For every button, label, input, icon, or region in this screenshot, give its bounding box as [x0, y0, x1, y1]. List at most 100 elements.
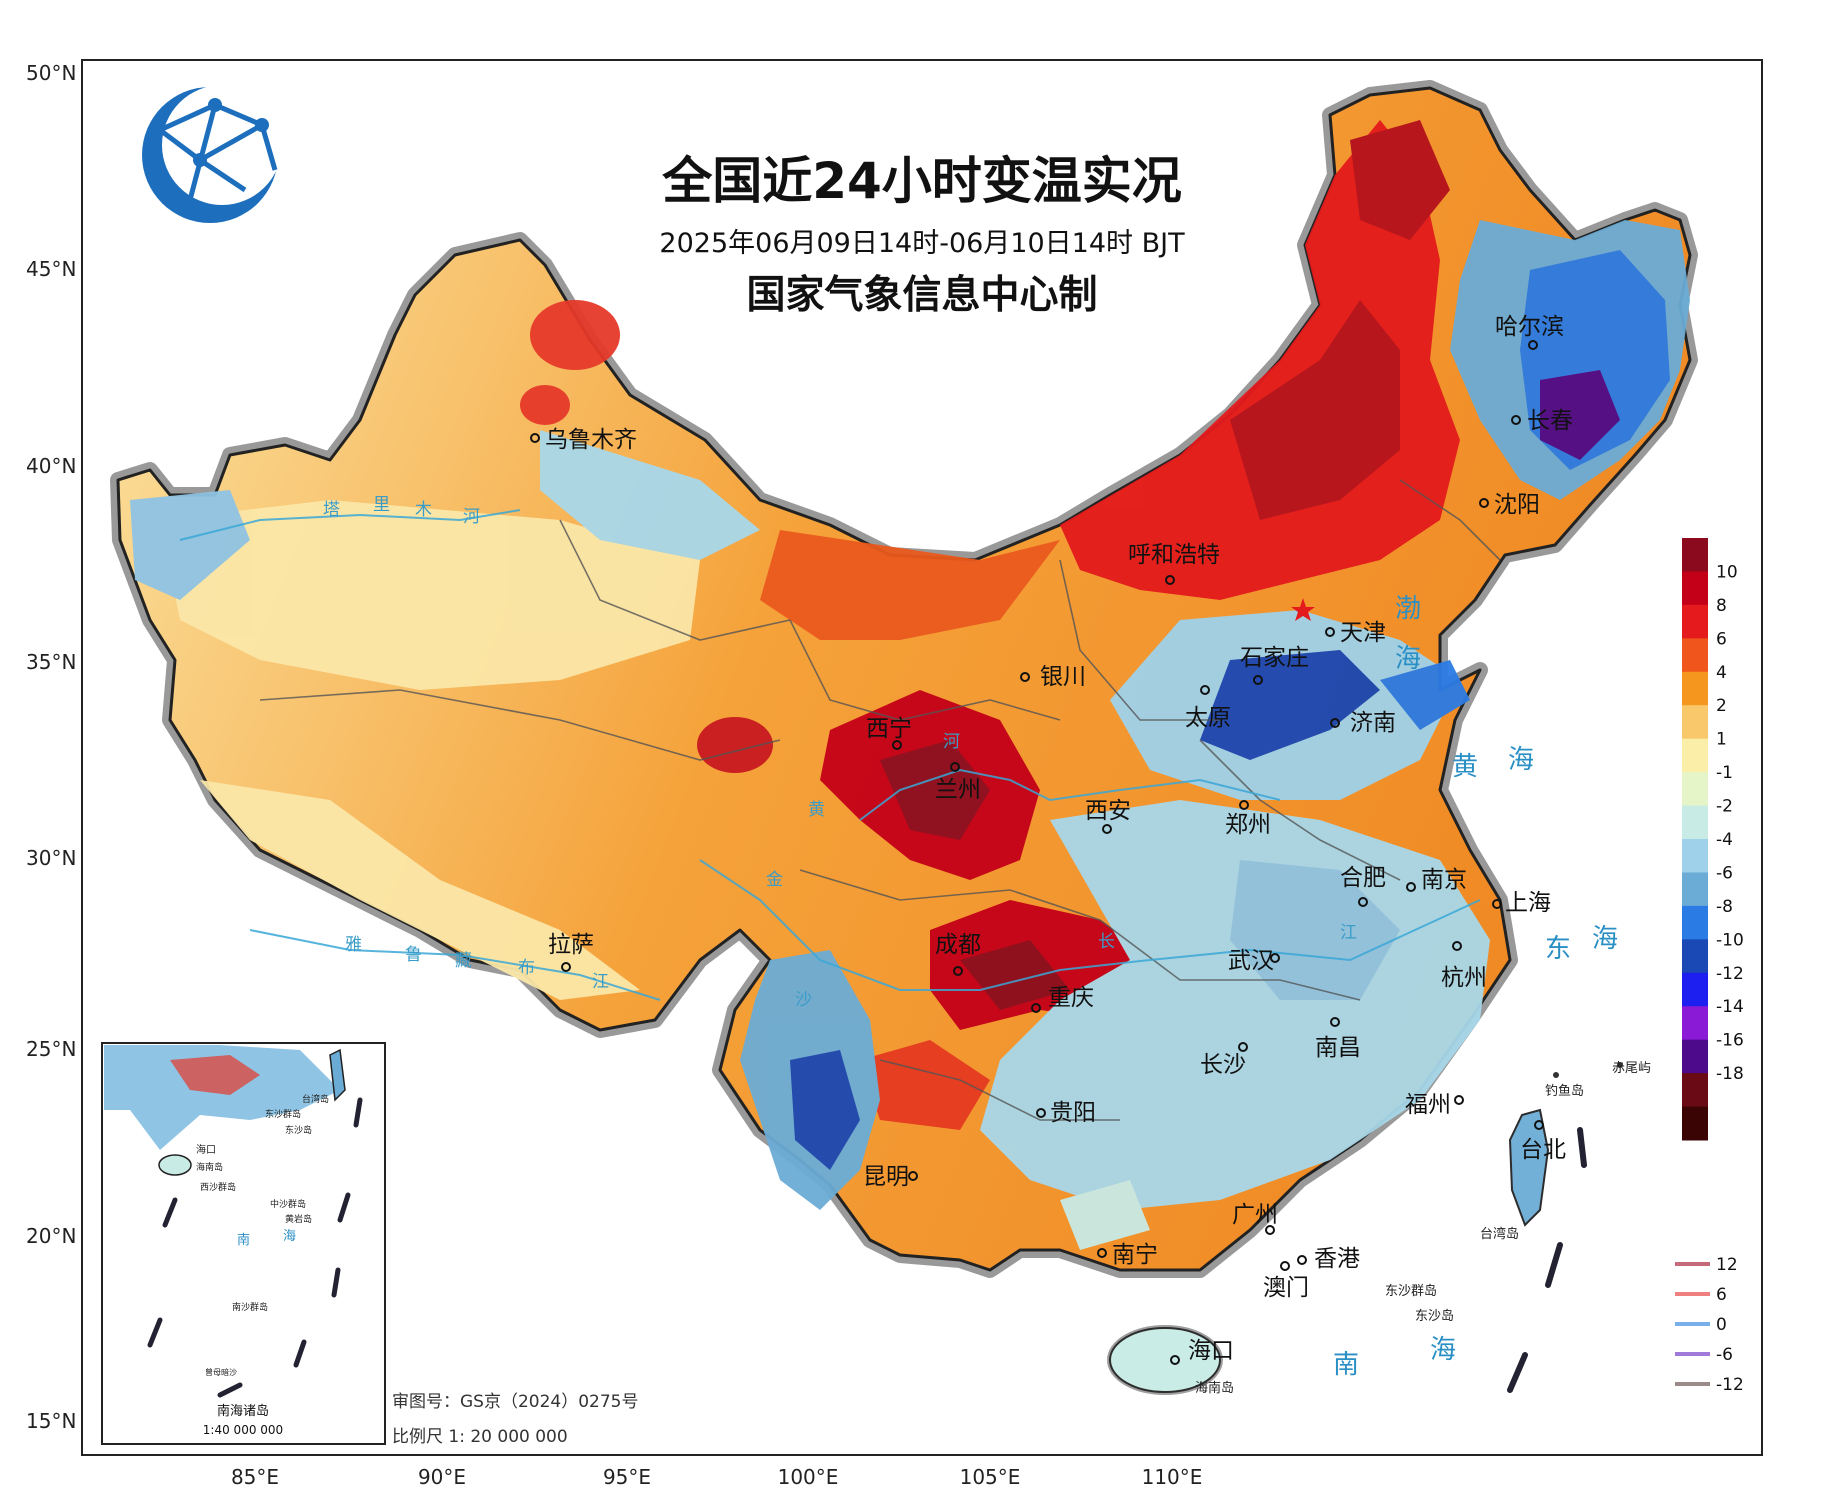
city-guiyang: 贵阳: [1036, 1100, 1096, 1126]
temperature-fill-regions: [130, 120, 1690, 1395]
svg-text:银川: 银川: [1040, 664, 1086, 690]
isoline-label: 0: [1716, 1315, 1727, 1335]
svg-text:黄: 黄: [808, 800, 825, 820]
city-zhengzhou: 郑州: [1225, 800, 1271, 838]
svg-text:重庆: 重庆: [1048, 985, 1094, 1011]
legend-label: -16: [1716, 1031, 1744, 1051]
lat-tick: 30°N: [26, 846, 76, 870]
city-hefei: 合肥: [1340, 865, 1386, 907]
svg-text:黄: 黄: [1452, 752, 1484, 782]
lat-tick: 40°N: [26, 454, 76, 478]
legend-label: 1: [1716, 730, 1727, 750]
inset-label: 海南岛: [196, 1161, 223, 1173]
city-tianjin: 天津: [1325, 620, 1386, 646]
city-haikou: 海口: [1170, 1338, 1234, 1365]
latitude-axis: 50°N 45°N 40°N 35°N 30°N 25°N 20°N 15°N: [26, 61, 76, 1433]
inset-title: 南海诸岛: [217, 1403, 269, 1419]
svg-text:东: 东: [1545, 934, 1577, 964]
lat-tick: 20°N: [26, 1224, 76, 1248]
svg-text:布: 布: [518, 958, 535, 978]
legend-swatch: [1682, 939, 1708, 974]
svg-text:海: 海: [1395, 644, 1427, 674]
legend-label: -2: [1716, 797, 1733, 817]
legend-swatch: [1682, 705, 1708, 740]
legend-label: 8: [1716, 596, 1727, 616]
svg-text:海: 海: [1592, 924, 1624, 954]
svg-text:海: 海: [1508, 745, 1540, 775]
rivers: [179, 509, 1481, 1001]
city-fuzhou: 福州: [1405, 1092, 1464, 1118]
svg-text:福州: 福州: [1405, 1092, 1451, 1118]
svg-text:南: 南: [1333, 1350, 1365, 1380]
city-changsha: 长沙: [1200, 1042, 1248, 1078]
svg-text:金: 金: [766, 870, 783, 890]
svg-text:西安: 西安: [1085, 798, 1131, 824]
legend-swatch: [1682, 538, 1708, 572]
svg-text:长: 长: [1098, 932, 1115, 952]
lon-tick: 105°E: [960, 1465, 1021, 1489]
legend-label: -18: [1716, 1064, 1744, 1084]
legend-swatch: [1682, 1006, 1708, 1041]
svg-text:东沙群岛: 东沙群岛: [1385, 1283, 1437, 1299]
inset-label: 中沙群岛: [270, 1198, 306, 1210]
city-hangzhou: 杭州: [1441, 941, 1487, 991]
lon-tick: 95°E: [603, 1465, 651, 1489]
svg-text:河: 河: [943, 732, 960, 752]
svg-text:海南岛: 海南岛: [1195, 1380, 1234, 1396]
city-guangzhou: 广州: [1232, 1202, 1278, 1235]
isoline-label: -12: [1716, 1375, 1744, 1395]
city-shanghai: 上海: [1492, 890, 1551, 916]
legend-label: 6: [1716, 629, 1727, 649]
city-shenyang: 沈阳: [1479, 492, 1540, 518]
approval-number: 审图号：GS京（2024）0275号: [392, 1392, 639, 1412]
legend-swatch: [1682, 638, 1708, 673]
svg-text:里: 里: [373, 495, 390, 515]
svg-text:河: 河: [463, 507, 480, 527]
legend-swatch: [1682, 905, 1708, 940]
city-harbin: 哈尔滨: [1495, 314, 1564, 350]
legend-label: -10: [1716, 930, 1744, 950]
inset-label: 海: [283, 1229, 296, 1244]
lon-tick: 110°E: [1142, 1465, 1203, 1489]
svg-text:天津: 天津: [1340, 620, 1386, 646]
river-labels: 塔 里 木 河 雅 鲁 藏 布 江 黄 河 长 江 金 沙: [323, 495, 1357, 1010]
svg-text:南京: 南京: [1421, 867, 1467, 893]
city-jinan: 济南: [1330, 710, 1396, 736]
inset-label: 海口: [196, 1143, 216, 1156]
svg-text:台湾岛: 台湾岛: [1480, 1226, 1519, 1242]
svg-text:昆明: 昆明: [863, 1164, 909, 1190]
city-chongqing: 重庆: [1031, 985, 1094, 1013]
city-shijiazhuang: 石家庄: [1240, 645, 1309, 685]
svg-text:塔: 塔: [323, 500, 340, 520]
legend-swatch: [1682, 738, 1708, 773]
svg-text:海口: 海口: [1188, 1338, 1234, 1364]
city-xian: 西安: [1085, 798, 1131, 834]
lon-tick: 85°E: [231, 1465, 279, 1489]
svg-text:南昌: 南昌: [1315, 1035, 1361, 1061]
svg-text:江: 江: [1340, 923, 1357, 943]
svg-text:郑州: 郑州: [1225, 812, 1271, 838]
svg-text:渤: 渤: [1395, 594, 1427, 624]
svg-text:鲁: 鲁: [405, 945, 422, 965]
svg-text:长春: 长春: [1527, 408, 1573, 434]
svg-text:南宁: 南宁: [1112, 1242, 1158, 1268]
svg-text:东沙岛: 东沙岛: [1415, 1308, 1454, 1324]
isoline-legend: 12 6 0 -6 -12: [1675, 1255, 1744, 1395]
svg-text:拉萨: 拉萨: [548, 932, 594, 958]
legend-swatch: [1682, 972, 1708, 1007]
inset-label: 东沙群岛: [265, 1108, 301, 1120]
nmic-logo-icon: [142, 85, 282, 223]
svg-text:藏: 藏: [455, 951, 472, 971]
map-title: 全国近24小时变温实况: [661, 152, 1182, 210]
legend-label: -6: [1716, 863, 1733, 883]
legend-label: 4: [1716, 663, 1727, 683]
inset-label: 南: [237, 1232, 250, 1248]
svg-text:台北: 台北: [1520, 1137, 1566, 1163]
svg-text:沙: 沙: [795, 990, 812, 1010]
svg-text:上海: 上海: [1505, 890, 1551, 916]
longitude-axis: 85°E 90°E 95°E 100°E 105°E 110°E: [231, 1465, 1202, 1489]
map-subtitle: 2025年06月09日14时-06月10日14时 BJT: [659, 228, 1185, 259]
capital-star-icon: [1291, 598, 1315, 621]
nine-dash-segments: [1507, 1127, 1587, 1393]
legend-label: -1: [1716, 763, 1733, 783]
